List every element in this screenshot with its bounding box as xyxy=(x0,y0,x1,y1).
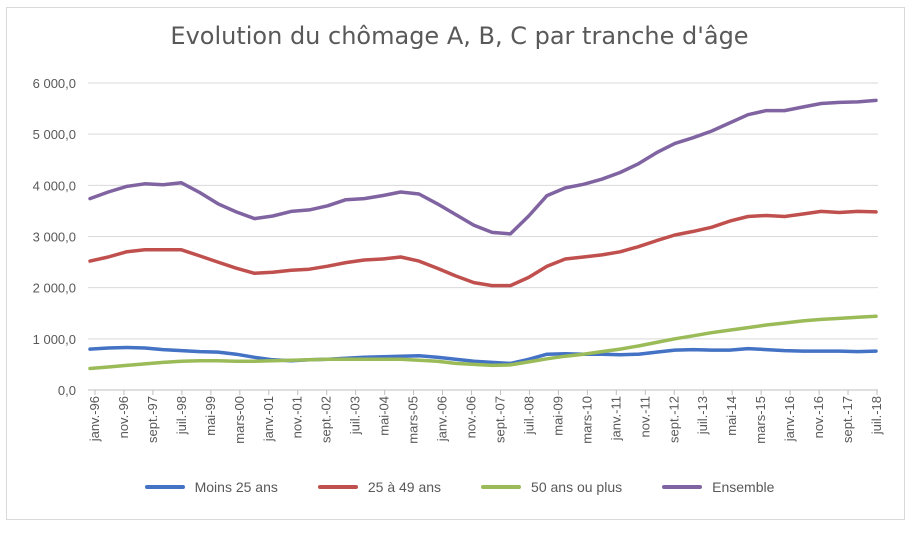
x-tick-label: nov.-16 xyxy=(811,396,826,438)
y-tick-label: 2 000,0 xyxy=(33,281,76,296)
legend-label: 25 à 49 ans xyxy=(367,479,442,495)
y-tick-label: 6 000,0 xyxy=(33,76,76,91)
chart-frame xyxy=(6,7,905,520)
x-tick-label: mars-05 xyxy=(406,396,421,444)
y-tick-label: 3 000,0 xyxy=(33,230,76,245)
y-tick-label: 5 000,0 xyxy=(33,127,76,142)
x-tick-label: nov.-96 xyxy=(116,396,131,438)
x-tick-label: janv.-96 xyxy=(87,396,102,442)
x-tick-label: juil.-98 xyxy=(174,396,189,435)
y-tick-label: 4 000,0 xyxy=(33,178,76,193)
chart-title: Evolution du chômage A, B, C par tranche… xyxy=(170,22,749,50)
series-line xyxy=(88,98,878,236)
x-tick-label: sept.-97 xyxy=(145,396,160,443)
x-tick-label: sept.-17 xyxy=(840,396,855,443)
x-tick-label: nov.-06 xyxy=(464,396,479,438)
x-tick-label: janv.-11 xyxy=(608,396,623,441)
x-tick-label: mars-00 xyxy=(232,396,247,444)
chart-legend: Moins 25 ans 25 à 49 ans 50 ans ou plus Ens… xyxy=(0,479,919,495)
legend-item: 25 à 49 ans xyxy=(317,479,442,495)
x-tick-label: mars-15 xyxy=(753,396,768,444)
y-tick-label: 1 000,0 xyxy=(33,332,76,347)
y-tick-label: 0,0 xyxy=(58,383,76,398)
x-tick-label: sept.-12 xyxy=(666,396,681,443)
series-line xyxy=(88,314,878,371)
x-tick-label: nov.-01 xyxy=(290,396,305,438)
legend-label: 50 ans ou plus xyxy=(531,479,623,495)
x-tick-label: mai-04 xyxy=(377,396,392,436)
x-tick-label: mai-99 xyxy=(203,396,218,436)
legend-label: Ensemble xyxy=(712,479,775,495)
legend-item: 50 ans ou plus xyxy=(481,479,622,495)
x-tick-label: juil.-18 xyxy=(869,396,884,435)
x-tick-label: janv.-16 xyxy=(782,396,797,442)
legend-swatch xyxy=(662,485,703,489)
x-tick-label: juil.-13 xyxy=(695,396,710,435)
series-line xyxy=(88,345,878,366)
x-tick-label: mars-10 xyxy=(579,396,594,444)
legend-label: Moins 25 ans xyxy=(194,479,278,495)
series-line xyxy=(88,209,878,288)
x-tick-label: sept.-07 xyxy=(492,396,507,443)
legend-swatch xyxy=(481,485,522,489)
x-tick-label: mai-09 xyxy=(550,396,565,436)
x-tick-label: nov.-11 xyxy=(637,396,652,437)
x-tick-label: juil.-03 xyxy=(348,396,363,435)
legend-item: Ensemble xyxy=(662,479,774,495)
x-tick-label: janv.-01 xyxy=(261,396,276,442)
x-tick-label: juil.-08 xyxy=(521,396,536,435)
x-tick-label: mai-14 xyxy=(724,396,739,436)
x-tick-label: sept.-02 xyxy=(319,396,334,443)
legend-item: Moins 25 ans xyxy=(144,479,278,495)
x-tick-label: janv.-06 xyxy=(435,396,450,442)
legend-swatch xyxy=(144,485,185,489)
legend-swatch xyxy=(317,485,358,489)
